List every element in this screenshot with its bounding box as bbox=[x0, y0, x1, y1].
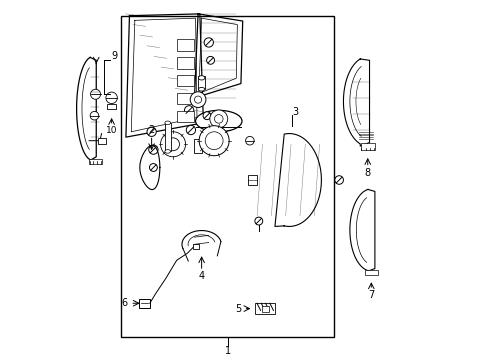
Polygon shape bbox=[77, 57, 96, 160]
Bar bbox=[176, 57, 194, 68]
Ellipse shape bbox=[164, 121, 170, 125]
Circle shape bbox=[205, 132, 223, 150]
Bar bbox=[247, 175, 257, 185]
Bar bbox=[255, 303, 274, 314]
Bar bbox=[164, 123, 170, 152]
Text: 9: 9 bbox=[111, 51, 117, 61]
Bar bbox=[262, 306, 268, 312]
Circle shape bbox=[199, 126, 229, 156]
Bar bbox=[194, 139, 201, 153]
Bar bbox=[176, 75, 194, 86]
Text: 8: 8 bbox=[364, 168, 370, 178]
Polygon shape bbox=[349, 189, 374, 271]
Circle shape bbox=[206, 57, 214, 64]
Circle shape bbox=[149, 163, 157, 171]
Bar bbox=[98, 138, 106, 144]
Circle shape bbox=[215, 134, 222, 140]
Polygon shape bbox=[194, 14, 242, 98]
Circle shape bbox=[184, 106, 193, 115]
Text: 6: 6 bbox=[122, 298, 128, 308]
Circle shape bbox=[334, 176, 343, 184]
Circle shape bbox=[90, 111, 99, 120]
Text: 4: 4 bbox=[198, 271, 204, 282]
Polygon shape bbox=[125, 14, 203, 137]
Ellipse shape bbox=[195, 111, 242, 132]
Circle shape bbox=[245, 136, 254, 145]
Text: 7: 7 bbox=[367, 290, 374, 300]
Text: 3: 3 bbox=[292, 107, 298, 117]
Circle shape bbox=[106, 92, 117, 104]
Polygon shape bbox=[274, 134, 321, 226]
Circle shape bbox=[190, 92, 205, 108]
Text: 5: 5 bbox=[235, 303, 241, 314]
Ellipse shape bbox=[198, 76, 204, 80]
Text: 1: 1 bbox=[224, 346, 230, 356]
Circle shape bbox=[186, 125, 195, 135]
Text: 10: 10 bbox=[105, 126, 117, 135]
Circle shape bbox=[214, 114, 223, 123]
Circle shape bbox=[194, 96, 201, 103]
Bar bbox=[198, 76, 204, 89]
Polygon shape bbox=[182, 230, 221, 248]
Text: 2: 2 bbox=[148, 125, 154, 135]
Circle shape bbox=[90, 89, 101, 99]
Bar bbox=[176, 111, 194, 122]
Bar bbox=[107, 104, 116, 109]
Polygon shape bbox=[140, 145, 160, 190]
Circle shape bbox=[203, 112, 210, 120]
Bar bbox=[239, 126, 329, 234]
Ellipse shape bbox=[198, 87, 204, 91]
Bar bbox=[139, 299, 149, 307]
Circle shape bbox=[203, 38, 213, 47]
Circle shape bbox=[166, 138, 179, 151]
Circle shape bbox=[148, 145, 158, 154]
Circle shape bbox=[209, 110, 227, 128]
Bar bbox=[121, 16, 333, 337]
Bar bbox=[176, 93, 194, 104]
Bar bbox=[360, 143, 374, 150]
Bar bbox=[89, 158, 102, 164]
Ellipse shape bbox=[164, 150, 170, 153]
Bar bbox=[192, 244, 199, 249]
Circle shape bbox=[160, 132, 185, 157]
Polygon shape bbox=[343, 59, 369, 146]
Circle shape bbox=[147, 127, 156, 136]
Bar bbox=[364, 270, 377, 275]
Bar bbox=[176, 39, 194, 51]
Circle shape bbox=[254, 217, 262, 225]
